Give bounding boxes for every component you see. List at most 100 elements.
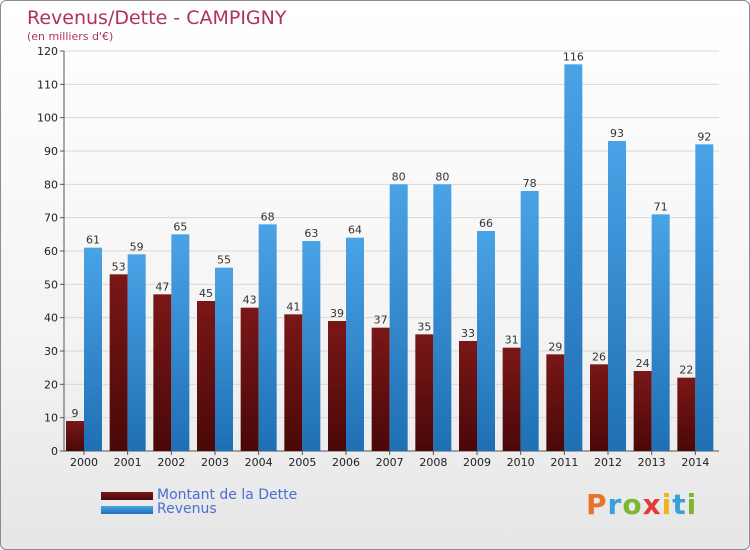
debt-bar	[459, 341, 477, 451]
revenue-bar	[433, 184, 452, 452]
revenue-bar	[651, 214, 670, 451]
revenue-bar	[84, 247, 102, 451]
debt-bar	[546, 354, 565, 451]
debt-bar	[415, 334, 434, 451]
logo-letter: r	[607, 488, 623, 521]
debt-value-label: 31	[505, 334, 519, 347]
revenue-value-label: 55	[217, 254, 231, 267]
x-tick-label: 2006	[332, 456, 360, 469]
debt-bar	[502, 347, 521, 451]
y-tick-label: 70	[44, 212, 58, 225]
debt-value-label: 41	[286, 300, 300, 313]
debt-bar	[590, 364, 608, 451]
debt-bar	[328, 321, 346, 451]
y-tick-label: 90	[44, 145, 58, 158]
revenue-bar	[346, 237, 364, 451]
debt-bar	[66, 421, 84, 451]
y-tick-label: 20	[44, 378, 58, 391]
logo-letter: x	[642, 488, 662, 521]
debt-bar	[153, 294, 172, 451]
x-tick-label: 2005	[288, 456, 316, 469]
x-tick-label: 2004	[245, 456, 273, 469]
revenue-bar	[127, 254, 146, 451]
legend-debt-swatch	[101, 492, 153, 500]
debt-bar	[284, 314, 303, 451]
x-tick-label: 2002	[157, 456, 185, 469]
y-tick-label: 50	[44, 278, 58, 291]
revenue-bar	[564, 64, 583, 452]
revenue-value-label: 71	[654, 200, 668, 213]
revenue-bar	[302, 241, 321, 451]
logo-letter: t	[672, 488, 687, 521]
x-tick-label: 2014	[681, 456, 709, 469]
debt-value-label: 26	[592, 350, 606, 363]
revenue-value-label: 63	[304, 227, 318, 240]
revenue-value-label: 116	[563, 50, 584, 63]
y-tick-label: 110	[37, 78, 58, 91]
x-tick-label: 2003	[201, 456, 229, 469]
debt-value-label: 9	[72, 407, 79, 420]
revenue-value-label: 59	[130, 240, 144, 253]
debt-bar	[240, 307, 259, 451]
x-tick-label: 2000	[70, 456, 98, 469]
x-tick-label: 2011	[550, 456, 578, 469]
revenue-bar	[215, 267, 233, 451]
debt-value-label: 33	[461, 327, 475, 340]
x-tick-label: 2001	[114, 456, 142, 469]
revenue-bar	[477, 231, 495, 451]
debt-value-label: 35	[417, 320, 431, 333]
revenue-bar	[695, 144, 714, 452]
revenue-value-label: 80	[435, 170, 449, 183]
x-tick-label: 2012	[594, 456, 622, 469]
legend-revenue-swatch	[101, 506, 153, 514]
x-tick-label: 2013	[638, 456, 666, 469]
debt-bar	[677, 377, 696, 451]
revenue-bar	[258, 224, 277, 451]
debt-bar	[109, 274, 128, 451]
revenue-bar	[608, 141, 626, 451]
debt-bar	[197, 301, 215, 451]
debt-value-label: 53	[112, 260, 126, 273]
debt-bar	[633, 371, 652, 451]
debt-value-label: 22	[679, 364, 693, 377]
revenue-value-label: 64	[348, 224, 362, 237]
revenue-value-label: 93	[610, 127, 624, 140]
revenue-value-label: 78	[523, 177, 537, 190]
legend-debt-label: Montant de la Dette	[157, 487, 298, 503]
revenue-value-label: 80	[392, 170, 406, 183]
debt-value-label: 37	[374, 314, 388, 327]
x-tick-label: 2007	[376, 456, 404, 469]
revenue-value-label: 68	[261, 210, 275, 223]
y-tick-label: 30	[44, 345, 58, 358]
debt-value-label: 39	[330, 307, 344, 320]
y-tick-label: 60	[44, 245, 58, 258]
y-tick-label: 10	[44, 412, 58, 425]
debt-value-label: 43	[243, 294, 257, 307]
proxiti-logo: Proxiti	[586, 488, 697, 521]
debt-bar	[371, 327, 390, 451]
revenue-bar	[389, 184, 408, 452]
debt-value-label: 47	[155, 280, 169, 293]
logo-letter: P	[586, 488, 608, 521]
revenue-value-label: 92	[697, 130, 711, 143]
x-tick-label: 2010	[507, 456, 535, 469]
x-tick-label: 2009	[463, 456, 491, 469]
bar-chart: 0 10 20 30 40 50 60 70 80 90 100 110 120 9 61 2000 53 59 2…	[37, 45, 719, 469]
x-tick-label: 2008	[419, 456, 447, 469]
debt-value-label: 45	[199, 287, 213, 300]
logo-letter: o	[622, 488, 643, 521]
revenue-bar	[171, 234, 190, 451]
debt-value-label: 24	[636, 357, 650, 370]
y-tick-label: 40	[44, 312, 58, 325]
chart-title: Revenus/Dette - CAMPIGNY	[27, 7, 287, 29]
revenue-bar	[520, 191, 539, 451]
logo-letter: i	[686, 488, 698, 521]
revenue-value-label: 61	[86, 234, 100, 247]
legend-revenue-label: Revenus	[157, 501, 217, 517]
y-tick-label: 120	[37, 45, 58, 58]
revenue-value-label: 65	[173, 220, 187, 233]
revenue-value-label: 66	[479, 217, 493, 230]
y-tick-label: 100	[37, 112, 58, 125]
chart-subtitle: (en milliers d'€)	[27, 30, 114, 43]
